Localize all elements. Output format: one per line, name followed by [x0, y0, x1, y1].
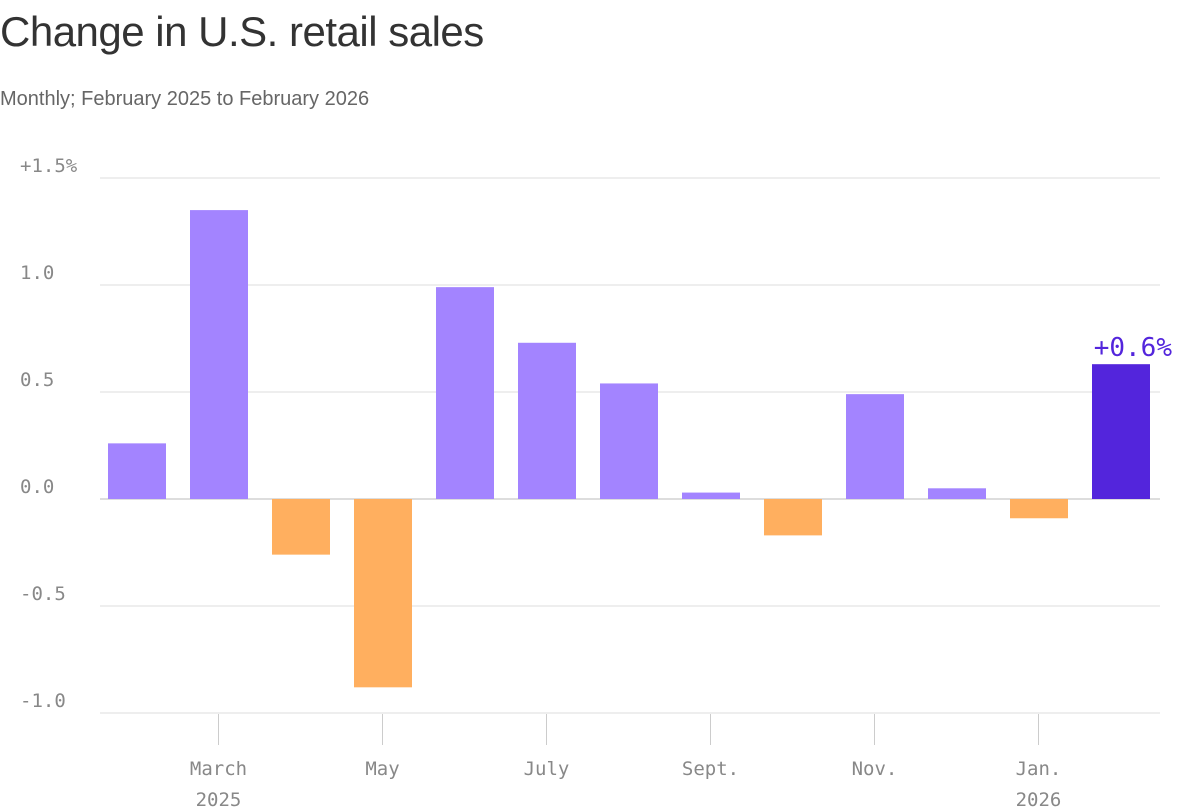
bar	[518, 342, 576, 499]
x-tick-label: July	[524, 758, 570, 780]
bar	[436, 287, 494, 499]
y-tick-label: 0.0	[20, 476, 54, 498]
bar	[354, 499, 412, 688]
x-tick-label: Sept.	[682, 758, 739, 780]
bar	[108, 443, 166, 499]
y-tick-label: 0.5	[20, 369, 54, 391]
x-tick-year: 2026	[1016, 789, 1062, 811]
y-tick-label: +1.5%	[20, 155, 78, 177]
y-tick-label: 1.0	[20, 262, 54, 284]
y-tick-label: -1.0	[20, 690, 66, 712]
bar	[928, 488, 986, 499]
bar	[600, 383, 658, 499]
bar	[190, 210, 248, 499]
bar	[1010, 499, 1068, 519]
x-tick-label: March	[190, 758, 247, 780]
chart-subtitle: Monthly; February 2025 to February 2026	[0, 88, 370, 110]
bar	[764, 499, 822, 536]
y-tick-label: -0.5	[20, 583, 66, 605]
bar	[1092, 364, 1150, 499]
x-tick-label: May	[365, 758, 399, 780]
data-label: +0.6%	[1094, 333, 1173, 363]
x-tick-label: Jan.	[1016, 758, 1062, 780]
x-tick-label: Nov.	[852, 758, 898, 780]
bar	[682, 492, 740, 499]
x-tick-year: 2025	[196, 789, 242, 811]
bar	[846, 394, 904, 499]
chart-title: Change in U.S. retail sales	[0, 8, 484, 55]
bar	[272, 499, 330, 555]
